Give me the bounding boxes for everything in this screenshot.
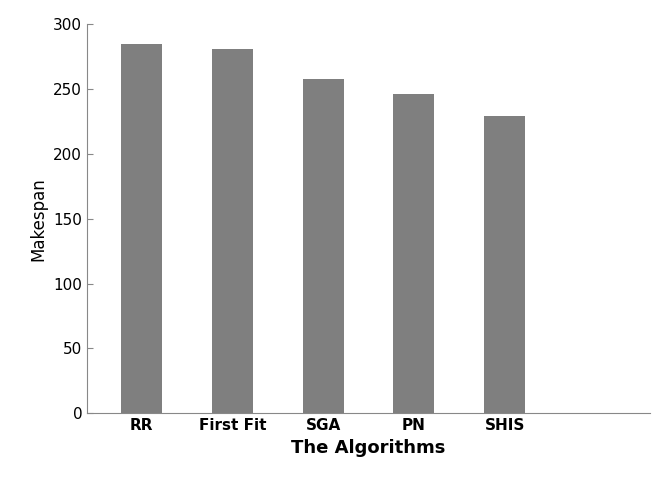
Bar (393, 94, 434, 413)
Y-axis label: Makespan: Makespan (29, 177, 48, 260)
Bar (212, 49, 253, 413)
Bar (303, 79, 344, 413)
X-axis label: The Algorithms: The Algorithms (291, 438, 446, 456)
Bar (484, 116, 525, 413)
Bar (121, 44, 162, 413)
